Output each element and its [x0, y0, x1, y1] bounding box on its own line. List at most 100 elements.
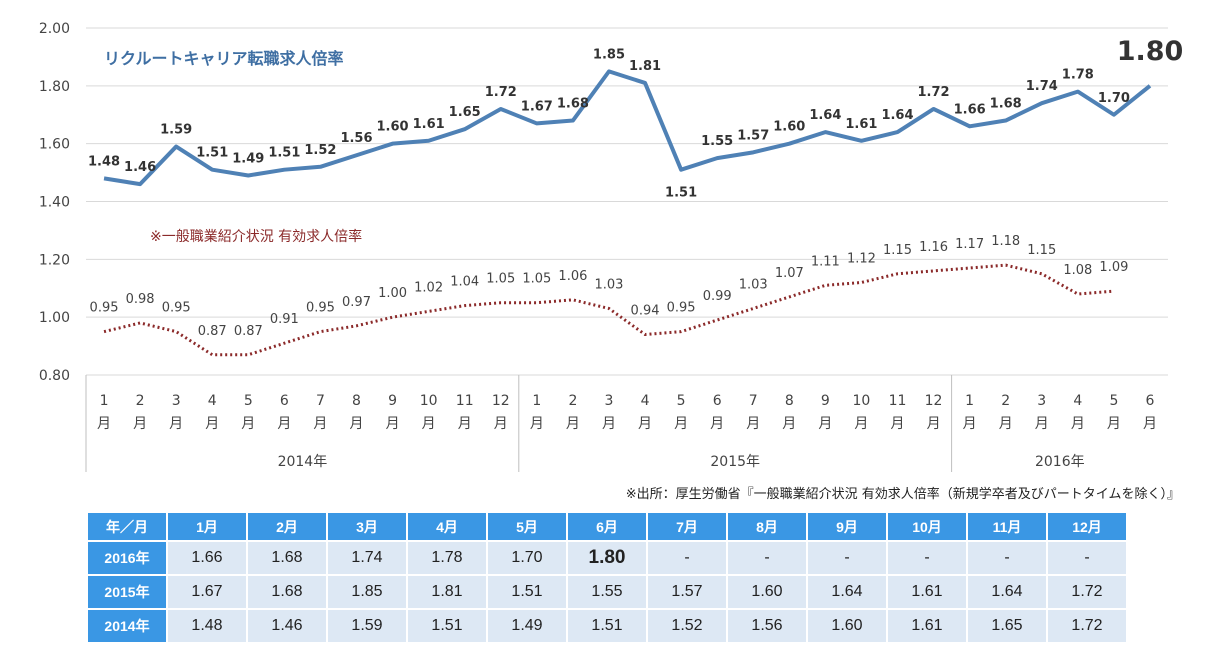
y-tick-label: 1.00 [39, 310, 70, 326]
table-cell: 1.64 [968, 576, 1046, 608]
table-cell: 1.78 [408, 542, 486, 574]
data-label-general: 1.07 [775, 266, 804, 281]
table-cell: 1.56 [728, 610, 806, 642]
data-label-recruit: 1.46 [124, 160, 156, 175]
data-label-general: 1.03 [739, 277, 768, 292]
data-label-recruit: 1.72 [918, 85, 950, 100]
table-corner-header: 年／月 [88, 513, 166, 540]
x-tick-month-char: 月 [782, 416, 796, 432]
highlight-latest-value: 1.80 [1117, 36, 1184, 67]
data-label-general: 0.87 [234, 324, 263, 339]
table-month-header: 3月 [328, 513, 406, 540]
data-label-recruit: 1.61 [845, 117, 877, 132]
table-cell: 1.68 [248, 542, 326, 574]
table-cell: 1.74 [328, 542, 406, 574]
x-tick-month-number: 4 [208, 393, 217, 409]
data-label-recruit: 1.81 [629, 59, 661, 74]
data-table: 年／月 1月 2月 3月 4月 5月 6月 7月 8月 9月 10月 11月 1… [86, 511, 1128, 644]
x-tick-month-char: 月 [530, 416, 544, 432]
data-label-recruit: 1.66 [954, 102, 986, 117]
table-cell: - [968, 542, 1046, 574]
data-label-general: 0.98 [126, 292, 155, 307]
data-label-recruit: 1.67 [521, 99, 553, 114]
data-label-general: 1.15 [883, 243, 912, 258]
table-month-header: 9月 [808, 513, 886, 540]
table-month-header: 5月 [488, 513, 566, 540]
data-label-recruit: 1.65 [449, 105, 481, 120]
data-label-recruit: 1.60 [773, 120, 805, 135]
y-tick-label: 1.80 [39, 79, 70, 95]
table-cell: 1.72 [1048, 576, 1126, 608]
x-tick-month-number: 2 [136, 393, 145, 409]
y-tick-label: 0.80 [39, 368, 70, 384]
x-tick-month-char: 月 [710, 416, 724, 432]
x-tick-month-char: 月 [205, 416, 219, 432]
data-label-general: 1.04 [450, 275, 479, 290]
series-line-general [103, 263, 1115, 357]
x-tick-month-number: 5 [1109, 393, 1118, 409]
data-label-recruit: 1.68 [990, 97, 1022, 112]
x-tick-month-number: 6 [280, 393, 289, 409]
x-tick-month-char: 月 [1035, 416, 1049, 432]
x-tick-month-char: 月 [494, 416, 508, 432]
x-tick-month-number: 5 [677, 393, 686, 409]
x-tick-month-char: 月 [674, 416, 688, 432]
x-tick-month-char: 月 [1107, 416, 1121, 432]
data-label-general: 0.91 [270, 312, 299, 327]
table-cell: 1.64 [808, 576, 886, 608]
x-tick-month-number: 8 [352, 393, 361, 409]
x-tick-month-char: 月 [602, 416, 616, 432]
x-tick-month-number: 3 [605, 393, 614, 409]
y-tick-label: 2.00 [39, 21, 70, 37]
table-month-header: 6月 [568, 513, 646, 540]
table-cell: 1.68 [248, 576, 326, 608]
table-cell: 1.48 [168, 610, 246, 642]
table-cell-highlight: 1.80 [568, 542, 646, 574]
x-tick-month-number: 7 [749, 393, 758, 409]
x-tick-month-char: 月 [169, 416, 183, 432]
data-label-recruit: 1.85 [593, 47, 625, 62]
data-label-recruit: 1.74 [1026, 79, 1058, 94]
table-cell: 1.60 [728, 576, 806, 608]
table-cell: - [808, 542, 886, 574]
data-label-general: 1.11 [811, 254, 840, 269]
data-label-general: 1.16 [919, 240, 948, 255]
table-cell: - [1048, 542, 1126, 574]
chart-title: リクルートキャリア転職求人倍率 [104, 49, 344, 68]
table-row: 2016年 1.66 1.68 1.74 1.78 1.70 1.80 - - … [88, 542, 1126, 574]
table-row-year: 2016年 [88, 542, 166, 574]
x-tick-month-char: 月 [422, 416, 436, 432]
data-label-general: 1.03 [594, 277, 623, 292]
data-label-general: 1.08 [1063, 263, 1092, 278]
data-label-general: 0.87 [198, 324, 227, 339]
data-label-recruit: 1.57 [737, 128, 769, 143]
table-month-header: 10月 [888, 513, 966, 540]
x-tick-month-char: 月 [350, 416, 364, 432]
data-label-general: 0.99 [703, 289, 732, 304]
data-label-recruit: 1.60 [377, 120, 409, 135]
data-label-recruit: 1.48 [88, 154, 120, 169]
table-cell: 1.85 [328, 576, 406, 608]
data-label-general: 0.94 [631, 304, 660, 319]
table-cell: 1.51 [488, 576, 566, 608]
data-label-general: 1.05 [522, 272, 551, 287]
x-tick-month-number: 12 [925, 393, 943, 409]
table-row-year: 2014年 [88, 610, 166, 642]
data-label-general: 1.02 [414, 280, 443, 295]
x-tick-month-char: 月 [746, 416, 760, 432]
x-year-label: 2015年 [710, 454, 760, 470]
x-tick-month-number: 11 [456, 393, 474, 409]
x-tick-month-char: 月 [927, 416, 941, 432]
data-label-recruit: 1.51 [268, 146, 300, 161]
x-tick-month-number: 1 [100, 393, 109, 409]
table-month-header: 7月 [648, 513, 726, 540]
table-header-row: 年／月 1月 2月 3月 4月 5月 6月 7月 8月 9月 10月 11月 1… [88, 513, 1126, 540]
x-tick-month-number: 4 [1073, 393, 1082, 409]
table-cell: 1.61 [888, 610, 966, 642]
data-label-recruit: 1.72 [485, 85, 517, 100]
table-cell: 1.72 [1048, 610, 1126, 642]
data-label-general: 1.12 [847, 251, 876, 266]
data-label-general: 0.95 [306, 301, 335, 316]
x-tick-month-number: 10 [853, 393, 871, 409]
table-cell: 1.51 [568, 610, 646, 642]
